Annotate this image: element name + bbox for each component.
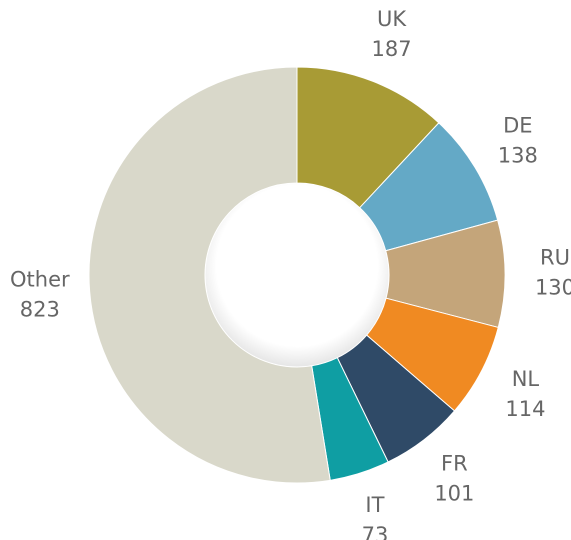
slice-label: RU [540, 245, 570, 269]
slice [88, 66, 331, 484]
slice-label: NL [512, 367, 540, 391]
slice-label: IT [365, 493, 384, 517]
slice-value: 823 [20, 298, 60, 322]
slice-value: 101 [434, 481, 474, 505]
slice-value: 187 [371, 37, 411, 61]
slice-value: 138 [498, 144, 538, 168]
slice-label: DE [503, 114, 532, 138]
slice-value: 73 [362, 523, 389, 540]
slice-value: 114 [505, 397, 545, 421]
slice-value: 130 [535, 275, 571, 299]
donut-hole [205, 183, 389, 367]
slice-label: Other [10, 268, 70, 292]
slice-label: FR [441, 451, 468, 475]
slice-label: UK [377, 7, 407, 31]
